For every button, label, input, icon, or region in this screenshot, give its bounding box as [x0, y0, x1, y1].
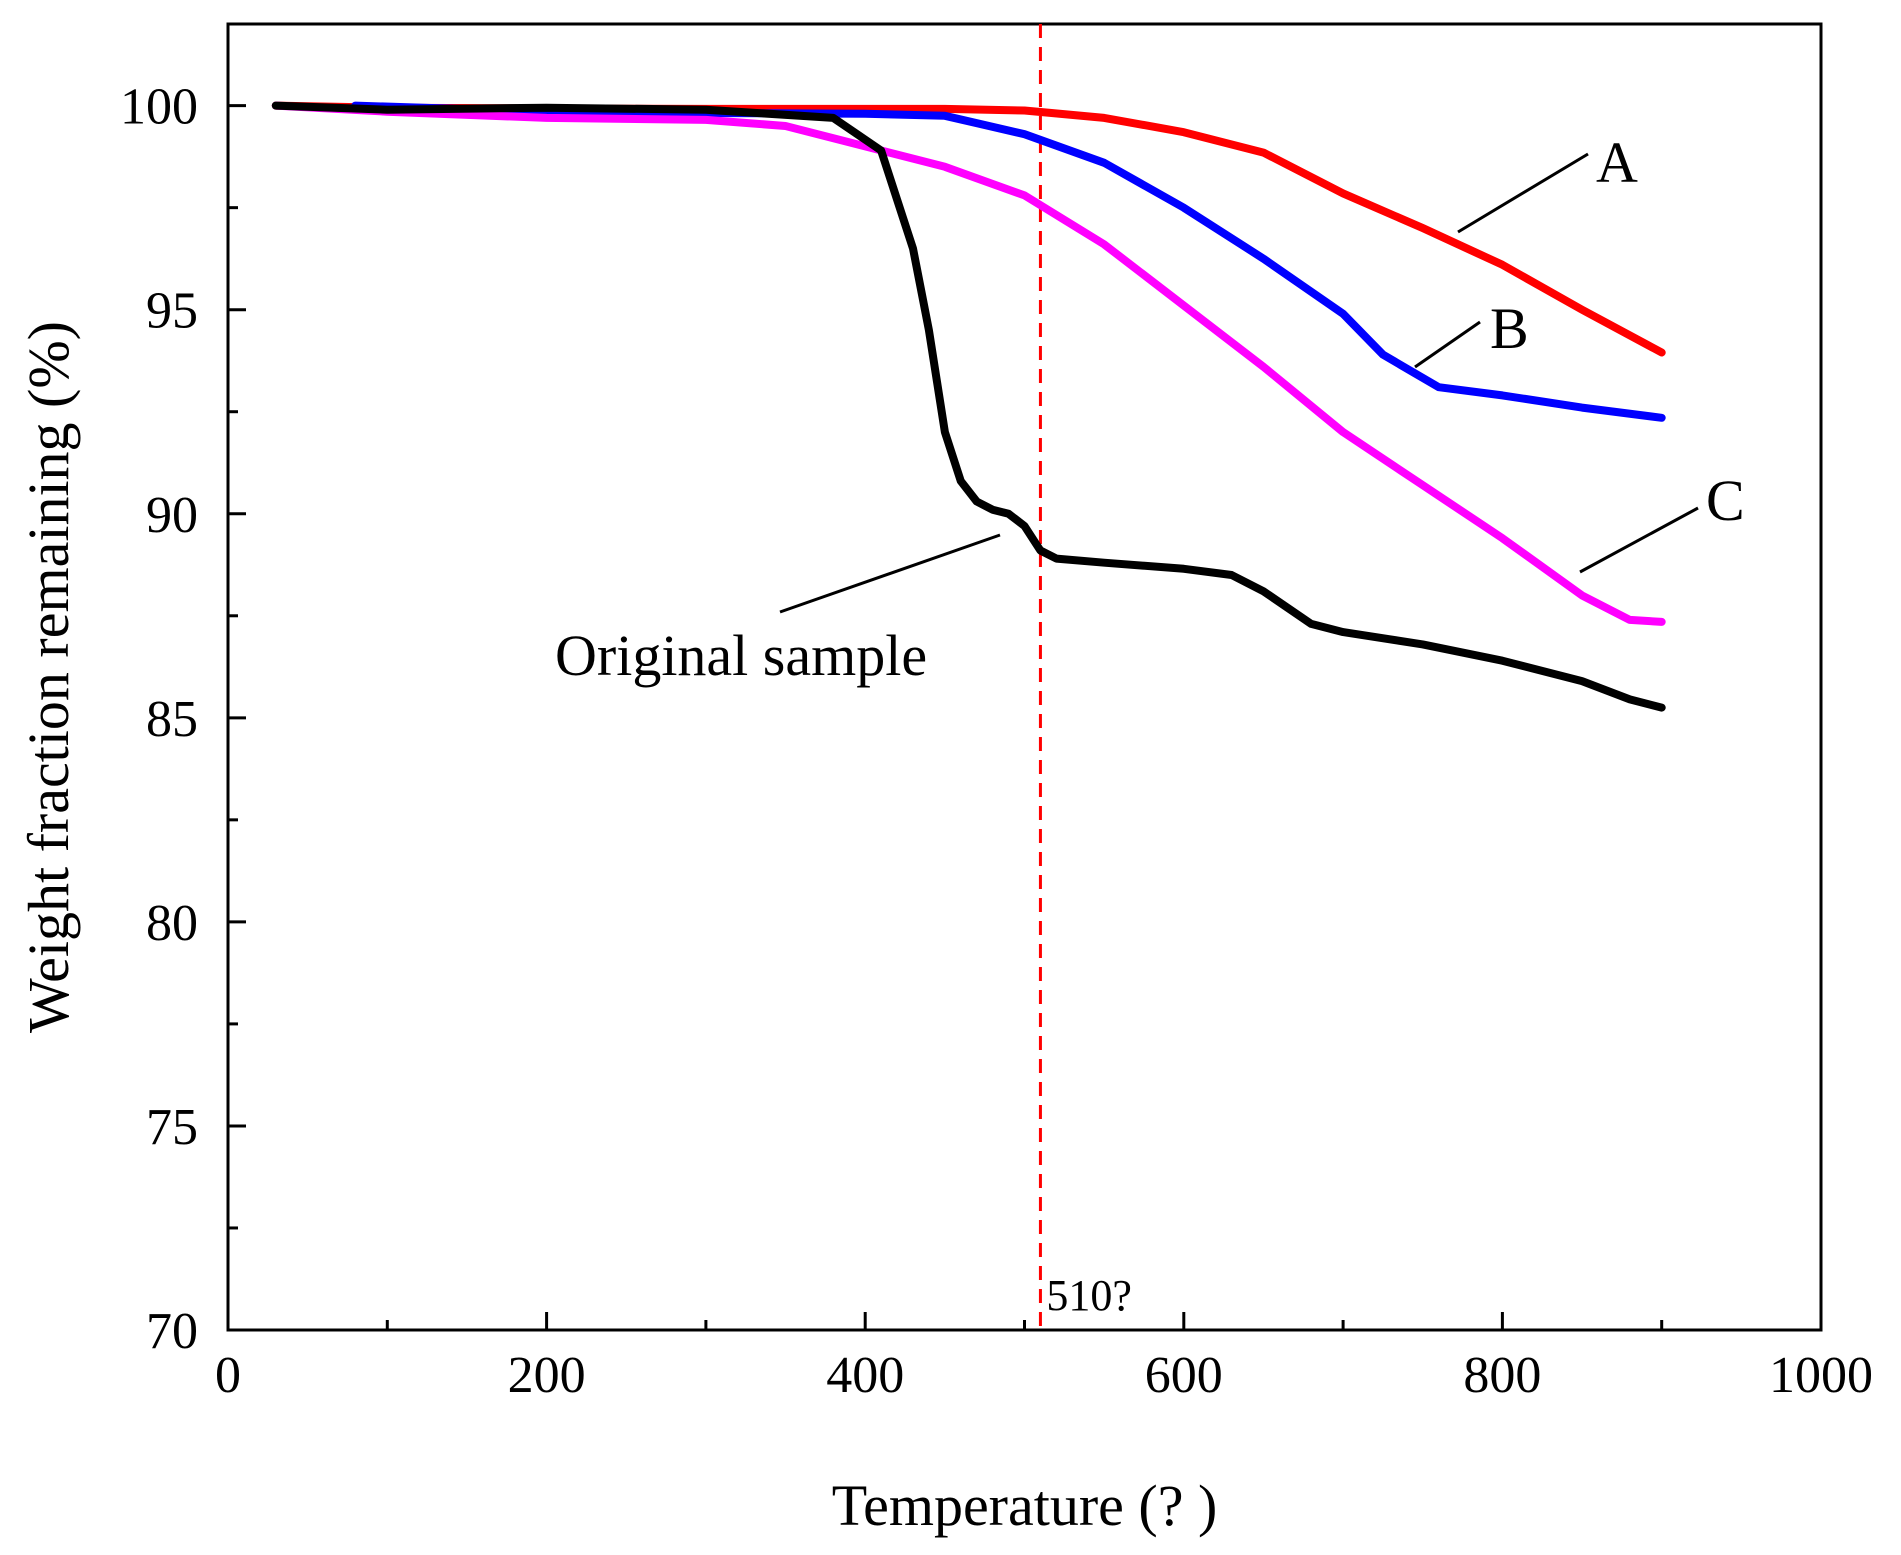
series-label-b: B: [1490, 296, 1529, 361]
y-axis-title: Weight fraction remaining (%): [16, 321, 81, 1033]
x-tick-label: 800: [1463, 1347, 1541, 1404]
leader-line-original-sample: [779, 533, 1001, 614]
series-line-c: [271, 101, 1666, 626]
series-label-a: A: [1596, 130, 1638, 195]
x-tick-label: 0: [215, 1347, 241, 1404]
annotations: A B C Original sample: [555, 130, 1745, 688]
x-tick-label: 1000: [1769, 1347, 1873, 1404]
x-axis-title: Temperature (? ): [832, 1473, 1218, 1538]
series-label-c: C: [1706, 468, 1745, 533]
series-line-b: [351, 101, 1666, 422]
y-tick-label: 70: [146, 1303, 198, 1360]
y-tick-label: 85: [146, 691, 198, 748]
y-tick-label: 95: [146, 283, 198, 340]
series-line-a: [271, 101, 1666, 357]
series-line-original-sample: [271, 101, 1666, 712]
x-tick-label: 400: [826, 1347, 904, 1404]
y-tick-label: 80: [146, 895, 198, 952]
axes: 0 200 400 600 800 1000 70 75 80 85 90 95 100 510?: [120, 22, 1873, 1404]
y-tick-label: 100: [120, 79, 198, 136]
series-layer: [271, 101, 1666, 712]
leader-line-c: [1579, 506, 1699, 574]
reference-line-label: 510?: [1046, 1271, 1132, 1320]
y-tick-label: 75: [146, 1099, 198, 1156]
series-label-original-sample: Original sample: [555, 623, 927, 688]
x-tick-label: 200: [508, 1347, 586, 1404]
leader-line-a: [1457, 152, 1589, 234]
leader-line-b: [1414, 320, 1481, 369]
x-tick-label: 600: [1145, 1347, 1223, 1404]
y-tick-label: 90: [146, 487, 198, 544]
